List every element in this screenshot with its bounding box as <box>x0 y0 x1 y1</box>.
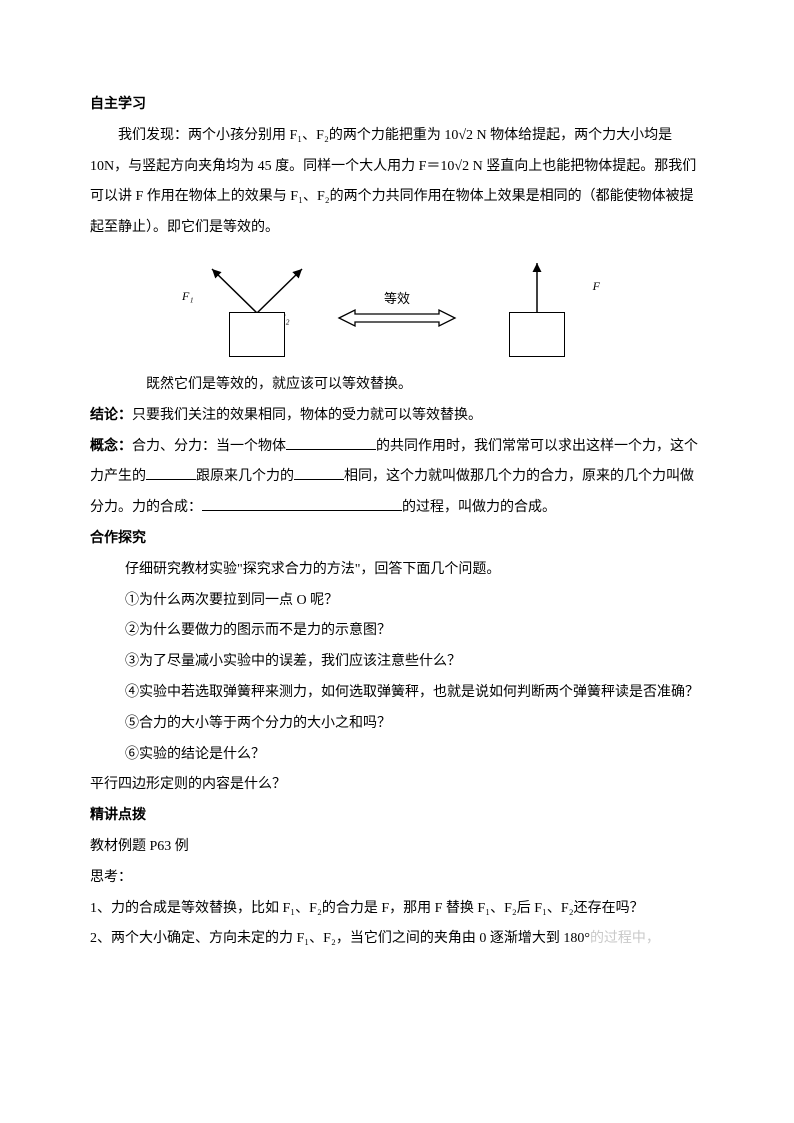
sqrt: √2 <box>454 159 469 174</box>
text: 合力、分力：当一个物体 <box>132 439 286 454</box>
section-cooperation-title: 合作探究 <box>90 524 704 555</box>
followup-text: 既然它们是等效的，就应该可以等效替换。 <box>90 370 704 401</box>
question-1: ①为什么两次要拉到同一点 O 呢？ <box>90 586 704 617</box>
question-5: ⑤合力的大小等于两个分力的大小之和吗？ <box>90 709 704 740</box>
section-lecture-title: 精讲点拨 <box>90 801 704 832</box>
text: 跟原来几个力的 <box>196 469 294 484</box>
question-6: ⑥实验的结论是什么？ <box>90 740 704 771</box>
section-self-study-title: 自主学习 <box>90 90 704 121</box>
text: 的过程，叫做力的合成。 <box>402 500 556 515</box>
question-2: ②为什么要做力的图示而不是力的示意图？ <box>90 616 704 647</box>
text: 我们发现：两个小孩分别用 F₁、F₂的两个力能把重为 10 <box>118 128 458 143</box>
equivalence-arrow: 等效 <box>332 285 462 330</box>
blank-field[interactable] <box>202 494 402 511</box>
parallelogram-question: 平行四边形定则的内容是什么？ <box>90 770 704 801</box>
thinking-2: 2、两个大小确定、方向未定的力 F₁、F₂，当它们之间的夹角由 0 逐渐增大到 … <box>90 924 704 955</box>
sqrt: √2 <box>458 128 473 143</box>
textbook-ref: 教材例题 P63 例 <box>90 832 704 863</box>
blank-field[interactable] <box>146 464 196 481</box>
section1-paragraph: 我们发现：两个小孩分别用 F₁、F₂的两个力能把重为 10√2 N 物体给提起，… <box>90 121 704 244</box>
box-right <box>509 312 565 357</box>
bidirectional-arrow-icon <box>337 307 457 329</box>
force-diagram: F₁ F₂ 等效 F <box>90 252 704 362</box>
text: 2、两个大小确定、方向未定的力 F₁、F₂，当它们之间的夹角由 0 逐渐增大到 … <box>90 931 590 946</box>
blank-field[interactable] <box>286 433 376 450</box>
thinking-label: 思考： <box>90 863 704 894</box>
concept-label: 概念： <box>90 439 132 454</box>
section2-intro: 仔细研究教材实验"探究求合力的方法"，回答下面几个问题。 <box>90 555 704 586</box>
faded-text: 的过程中， <box>590 931 660 946</box>
blank-field[interactable] <box>294 464 344 481</box>
concept-line: 概念：合力、分力：当一个物体的共同作用时，我们常常可以求出这样一个力，这个力产生… <box>90 432 704 524</box>
diagram-two-forces: F₁ F₂ <box>182 257 332 357</box>
question-3: ③为了尽量减小实验中的误差，我们应该注意些什么？ <box>90 647 704 678</box>
conclusion-label: 结论： <box>90 408 132 423</box>
conclusion-text: 只要我们关注的效果相同，物体的受力就可以等效替换。 <box>132 408 482 423</box>
conclusion-line: 结论：只要我们关注的效果相同，物体的受力就可以等效替换。 <box>90 401 704 432</box>
box-left <box>229 312 285 357</box>
thinking-1: 1、力的合成是等效替换，比如 F₁、F₂的合力是 F，那用 F 替换 F₁、F₂… <box>90 894 704 925</box>
question-4: ④实验中若选取弹簧秤来测力，如何选取弹簧秤，也就是说如何判断两个弹簧秤读是否准确… <box>90 678 704 709</box>
diagram-one-force: F <box>462 257 612 357</box>
